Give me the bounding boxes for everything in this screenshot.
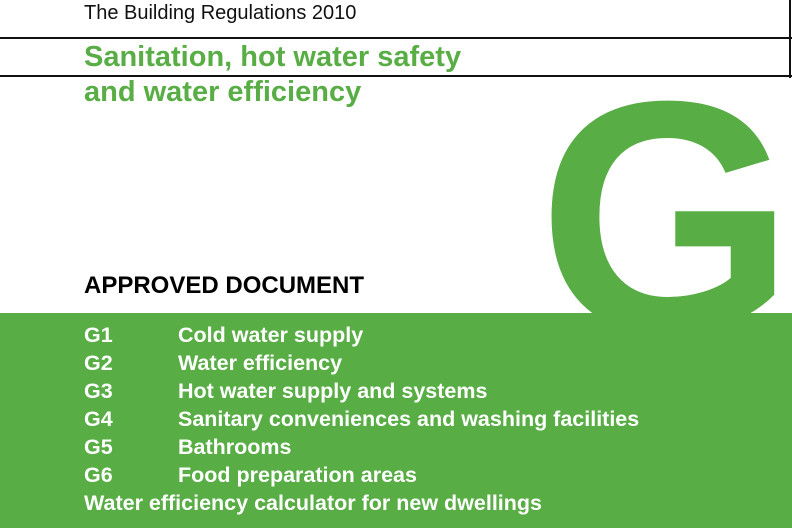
series-title: The Building Regulations 2010 [84,2,357,24]
document-type: APPROVED DOCUMENT [84,272,365,299]
contents-code: G2 [84,351,113,375]
contents-item: G3 Hot water supply and systems [84,379,487,404]
contents-label: Cold water supply [178,323,364,347]
contents-code: G4 [84,407,113,431]
contents-code: G5 [84,435,113,459]
contents-item: G1 Cold water supply [84,323,363,348]
contents-extra: Water efficiency calculator for new dwel… [84,491,542,515]
divider [0,37,792,39]
contents-label: Bathrooms [178,435,292,459]
divider [0,75,792,77]
contents-label: Water efficiency [178,351,343,375]
contents-band: G1 Cold water supply G2 Water efficiency G… [0,313,792,528]
contents-code: G6 [84,463,113,487]
divider [789,0,791,78]
contents-label: Sanitary conveniences and washing facili… [178,407,640,431]
contents-label: Food preparation areas [178,463,417,487]
document-title-line2: and water efficiency [84,76,362,108]
contents-code: G3 [84,379,113,403]
document-title-line1: Sanitation, hot water safety [84,41,462,73]
contents-item: G4 Sanitary conveniences and washing faci… [84,407,639,432]
contents-code: G1 [84,323,113,347]
contents-item: G2 Water efficiency [84,351,342,376]
contents-label: Hot water supply and systems [178,379,488,403]
contents-item: G6 Food preparation areas [84,463,417,488]
contents-item: G5 Bathrooms [84,435,291,460]
